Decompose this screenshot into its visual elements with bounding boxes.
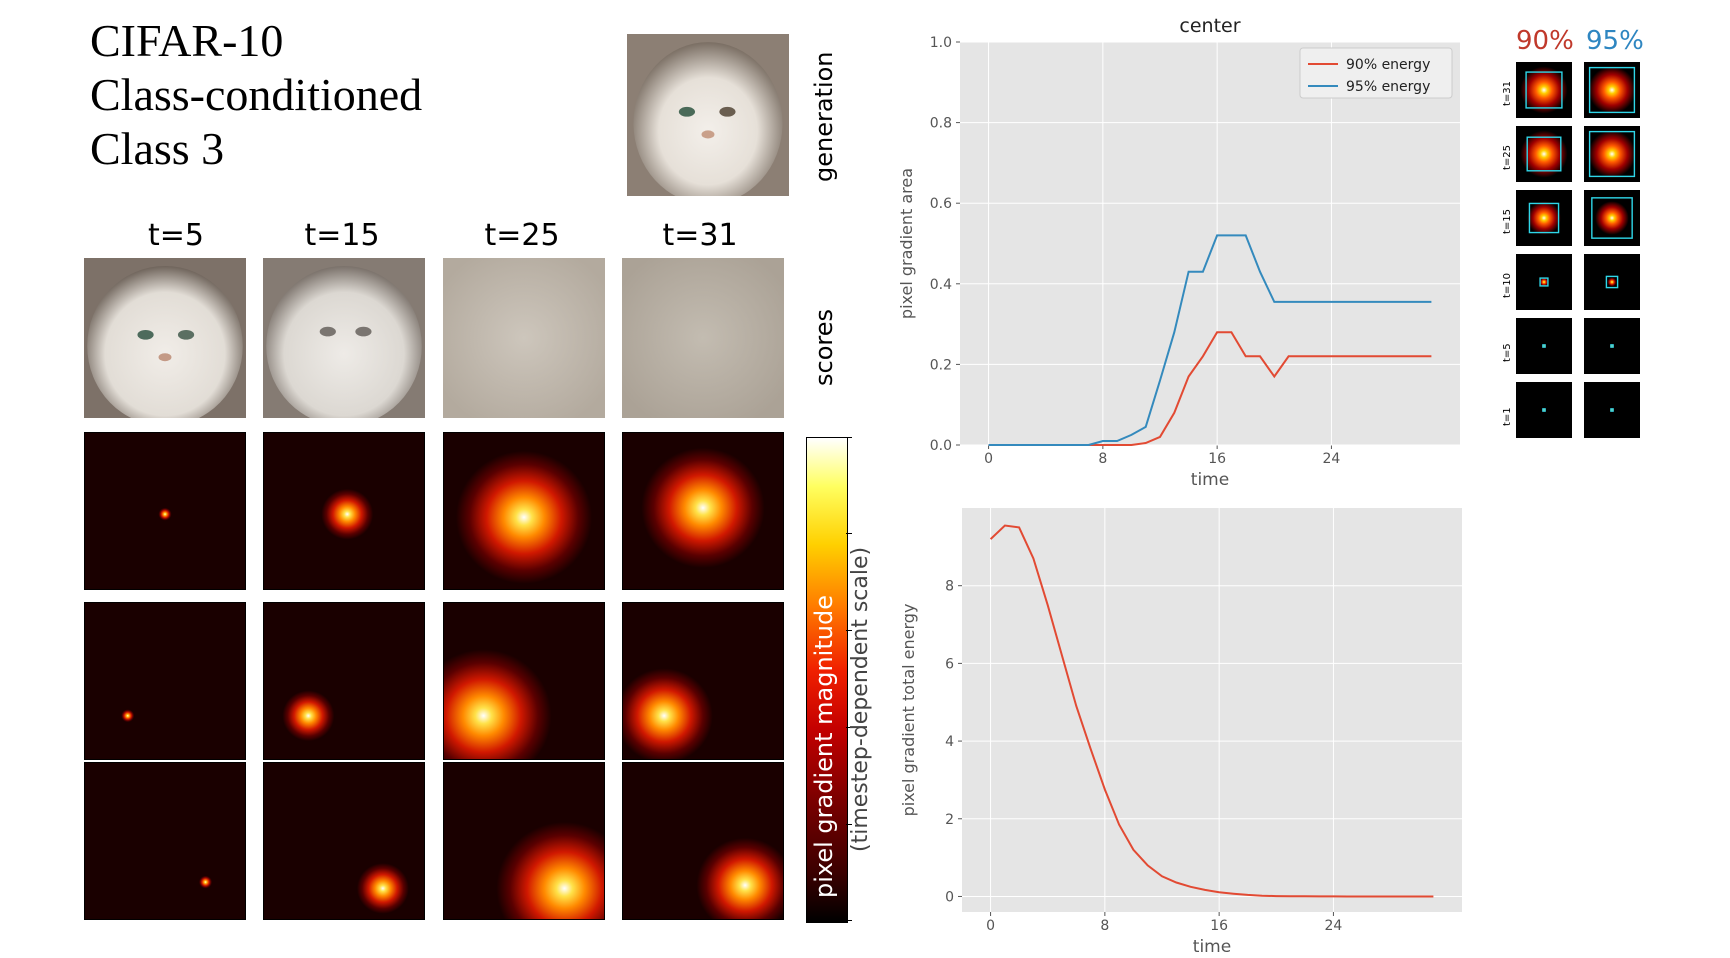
- colorbar-tick: [846, 824, 852, 825]
- y-tick-label: 4: [945, 734, 954, 750]
- chart-title: center: [1179, 15, 1240, 37]
- thumb-90: [1516, 62, 1572, 118]
- col-label-t31: t=31: [662, 218, 738, 253]
- thumb-row-label: t=25: [1502, 144, 1513, 170]
- col-label-t5: t=5: [148, 218, 204, 253]
- thumb-95: [1584, 254, 1640, 310]
- colorbar: [806, 437, 848, 923]
- thumb-90: [1516, 318, 1572, 374]
- heatmap-tile: [84, 762, 246, 920]
- x-tick-label: 8: [1100, 918, 1109, 934]
- colorbar-tick: [846, 920, 852, 921]
- heatmap-tile: [263, 762, 425, 920]
- thumb-95: [1584, 318, 1640, 374]
- score-image-t15: [263, 258, 425, 418]
- x-tick-label: 0: [984, 451, 993, 467]
- thumb-header-90: 90%: [1516, 26, 1574, 56]
- thumb-90: [1516, 190, 1572, 246]
- series-line-0: [989, 524, 1434, 898]
- plot-area: [962, 508, 1462, 912]
- heatmap-tile: [443, 602, 605, 760]
- colorbar-tick: [846, 437, 852, 438]
- x-tick-label: 24: [1325, 918, 1343, 934]
- score-image-t25: [443, 258, 605, 418]
- col-label-t15: t=15: [304, 218, 380, 253]
- col-label-t25: t=25: [484, 218, 560, 253]
- y-axis-label: pixel gradient total energy: [900, 604, 918, 817]
- legend-label: 95% energy: [1346, 79, 1430, 95]
- heatmap-tile: [622, 602, 784, 760]
- generation-image: [627, 34, 789, 205]
- thumb-90: [1516, 126, 1572, 182]
- y-tick-label: 0.0: [930, 438, 952, 454]
- legend-label: 90% energy: [1346, 57, 1430, 73]
- x-tick-label: 16: [1210, 918, 1228, 934]
- x-tick-label: 16: [1208, 451, 1226, 467]
- y-tick-label: 0.4: [930, 277, 952, 293]
- y-tick-label: 1.0: [930, 35, 952, 51]
- thumb-90: [1516, 382, 1572, 438]
- x-tick-label: 0: [986, 918, 995, 934]
- thumb-row-label: t=10: [1502, 272, 1513, 298]
- generation-label: generation: [810, 51, 838, 182]
- title-line-1: CIFAR-10: [90, 15, 284, 66]
- thumb-header-95: 95%: [1586, 26, 1644, 56]
- thumb-row-label: t=5: [1502, 343, 1513, 362]
- heatmap-tile: [443, 762, 605, 920]
- title-line-2: Class-conditioned: [90, 69, 423, 120]
- colorbar-sublabel: (timestep-dependent scale): [848, 546, 873, 852]
- y-tick-label: 8: [945, 579, 954, 595]
- thumb-90: [1516, 254, 1572, 310]
- heatmap-tile: [443, 432, 605, 590]
- chart-gradient-area: 0 8 16 24 0.0 0.2 0.4 0.6 0.8 1.0 center time pixel …: [897, 15, 1460, 490]
- thumb-95: [1584, 382, 1640, 438]
- heatmap-tile: [84, 432, 246, 590]
- y-tick-label: 0.8: [930, 116, 952, 132]
- thumb-row-label: t=15: [1502, 208, 1513, 234]
- thumb-95: [1584, 190, 1640, 246]
- heatmap-tile: [622, 432, 784, 590]
- heatmap-tile: [263, 432, 425, 590]
- score-image-t31: [622, 258, 784, 418]
- heatmap-tile: [622, 762, 784, 920]
- thumb-row-label: t=31: [1502, 80, 1513, 106]
- x-tick-label: 8: [1098, 451, 1107, 467]
- title-line-3: Class 3: [90, 123, 225, 174]
- colorbar-tick: [846, 727, 852, 728]
- plot-area: [960, 42, 1460, 445]
- y-tick-label: 0: [945, 889, 954, 905]
- y-axis-label: pixel gradient area: [897, 168, 916, 319]
- heatmap-tile: [263, 602, 425, 760]
- thumb-row-label: t=1: [1502, 407, 1513, 426]
- x-axis-label: time: [1193, 937, 1231, 956]
- colorbar-tick: [846, 533, 852, 534]
- thumb-95: [1584, 62, 1640, 118]
- colorbar-tick: [846, 630, 852, 631]
- y-tick-label: 2: [945, 812, 954, 828]
- figure-title: CIFAR-10 Class-conditioned Class 3: [90, 14, 422, 176]
- y-tick-label: 0.2: [930, 357, 952, 373]
- colorbar-label: pixel gradient magnitude: [810, 595, 838, 898]
- heatmap-tile: [84, 602, 246, 760]
- score-image-t5: [84, 258, 246, 418]
- x-tick-label: 24: [1323, 451, 1341, 467]
- y-tick-label: 0.6: [930, 196, 952, 212]
- x-axis-label: time: [1191, 470, 1229, 490]
- thumb-95: [1584, 126, 1640, 182]
- series-line-1: [988, 234, 1432, 446]
- scores-label: scores: [810, 309, 838, 386]
- y-tick-label: 6: [945, 656, 954, 672]
